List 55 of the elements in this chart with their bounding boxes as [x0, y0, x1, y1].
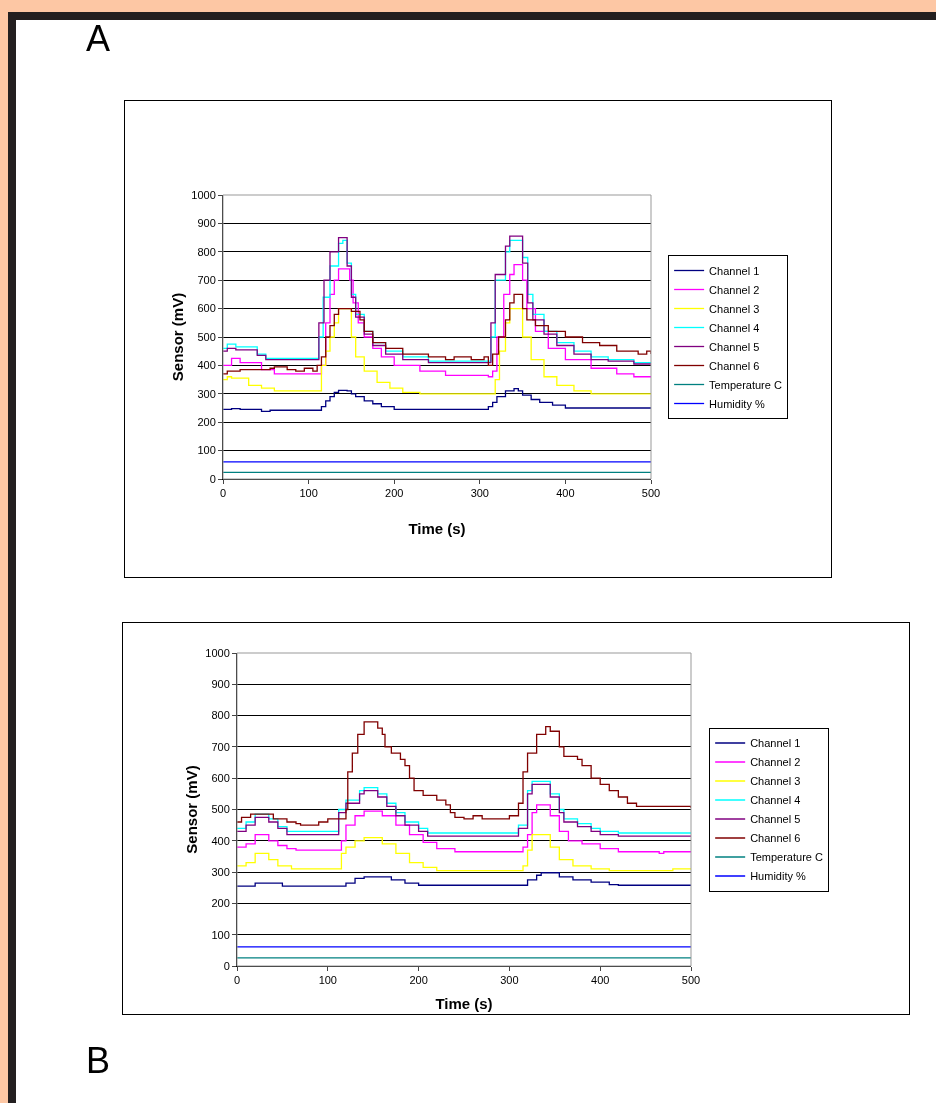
y-tick-label: 600: [211, 772, 230, 785]
legend-label: Channel 2: [709, 283, 760, 296]
y-tick-label: 100: [197, 444, 216, 457]
y-tick-label: 800: [211, 709, 230, 722]
legend-label: Humidity %: [750, 870, 806, 883]
x-tick-label: 400: [591, 974, 610, 987]
legend-label: Channel 6: [709, 359, 760, 372]
x-tick-label: 200: [385, 487, 404, 500]
x-tick-label: 0: [233, 974, 241, 987]
y-tick-label: 400: [197, 359, 216, 372]
y-tick-label: 500: [197, 330, 216, 343]
legend-label: Channel 3: [709, 302, 760, 315]
y-tick-label: 900: [211, 678, 230, 691]
y-tick-label: 700: [197, 274, 216, 287]
y-tick-label: 100: [211, 928, 230, 941]
x-tick-label: 400: [556, 487, 575, 500]
y-tick-label: 1000: [191, 188, 216, 201]
x-tick-label: 300: [500, 974, 519, 987]
y-tick-label: 200: [211, 897, 230, 910]
y-tick-label: 300: [211, 865, 230, 878]
y-tick-label: 600: [197, 302, 216, 315]
y-tick-label: 0: [209, 472, 216, 485]
text: B: [86, 1040, 111, 1082]
y-axis-title: Sensor (mV): [183, 765, 200, 854]
y-tick-label: 400: [211, 834, 230, 847]
legend-label: Channel 4: [709, 321, 760, 334]
x-tick-label: 500: [681, 974, 701, 987]
chart-title: A: [86, 18, 111, 60]
legend-label: Temperature C: [709, 378, 782, 391]
x-axis-title: Time (s): [408, 520, 466, 537]
legend-label: Channel 6: [750, 832, 801, 845]
y-tick-label: 300: [197, 387, 216, 400]
y-tick-label: 0: [223, 959, 230, 972]
x-tick-label: 100: [318, 974, 337, 987]
y-tick-label: 800: [197, 245, 216, 258]
y-tick-label: 900: [197, 217, 216, 230]
legend-label: Channel 2: [750, 756, 801, 769]
y-tick-label: 200: [197, 416, 216, 429]
y-tick-label: 1000: [205, 646, 230, 659]
legend-label: Channel 1: [709, 264, 760, 277]
legend-label: Temperature C: [750, 851, 823, 864]
x-tick-label: 100: [299, 487, 318, 500]
legend-label: Channel 1: [750, 737, 801, 750]
x-tick-label: 200: [409, 974, 428, 987]
legend-label: Channel 5: [709, 340, 760, 353]
x-tick-label: 500: [641, 487, 661, 500]
x-axis-title: Time (s): [435, 995, 493, 1012]
y-tick-label: 500: [211, 803, 230, 816]
legend-label: Channel 4: [750, 794, 801, 807]
legend-label: Channel 3: [750, 775, 801, 788]
y-tick-label: 700: [211, 740, 230, 753]
x-tick-label: 300: [470, 487, 489, 500]
legend-label: Channel 5: [750, 813, 801, 826]
legend-label: Humidity %: [709, 397, 765, 410]
y-axis-title: Sensor (mV): [169, 292, 186, 382]
